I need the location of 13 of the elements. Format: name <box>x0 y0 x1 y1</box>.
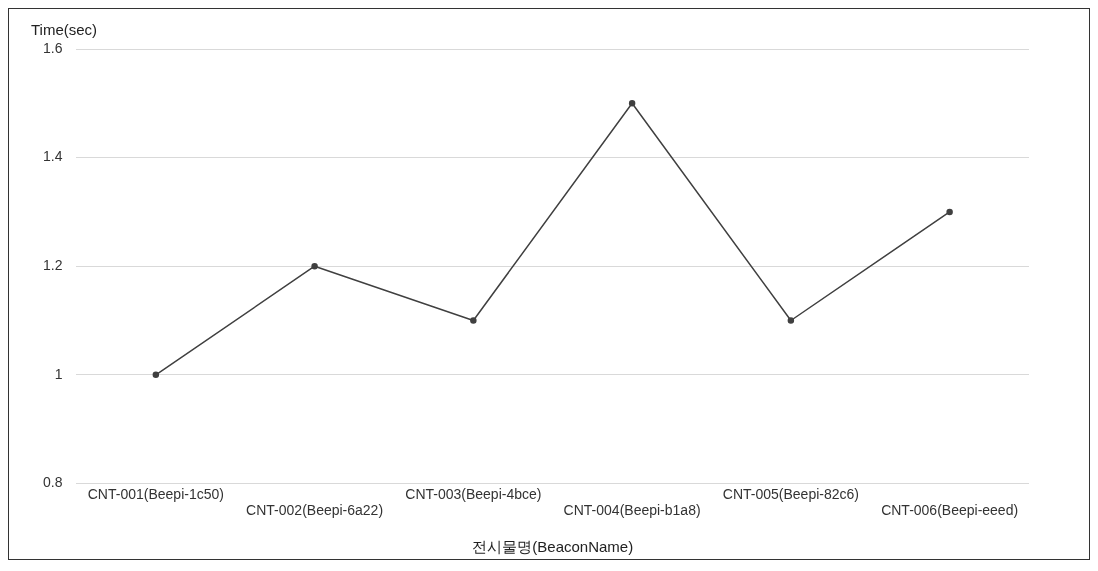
x-tick-label: CNT-002(Beepi-6a22) <box>246 502 384 519</box>
x-tick-label: CNT-003(Beepi-4bce) <box>405 485 542 502</box>
y-tick-label: 0.8 <box>42 474 63 491</box>
y-tick-label: 1.4 <box>42 148 63 165</box>
x-axis-title: 전시물명(BeaconName) <box>472 537 634 555</box>
y-axis-title: Time(sec) <box>31 21 98 38</box>
x-tick-label: CNT-005(Beepi-82c6) <box>722 485 859 502</box>
x-tick-label: CNT-004(Beepi-b1a8) <box>563 502 701 519</box>
y-tick-label: 1.2 <box>42 257 63 274</box>
y-tick-label: 1 <box>54 365 63 382</box>
x-tick-label: CNT-006(Beepi-eeed) <box>881 502 1019 519</box>
y-tick-label: 1.6 <box>42 39 63 56</box>
x-tick-label: CNT-001(Beepi-1c50) <box>87 485 224 502</box>
